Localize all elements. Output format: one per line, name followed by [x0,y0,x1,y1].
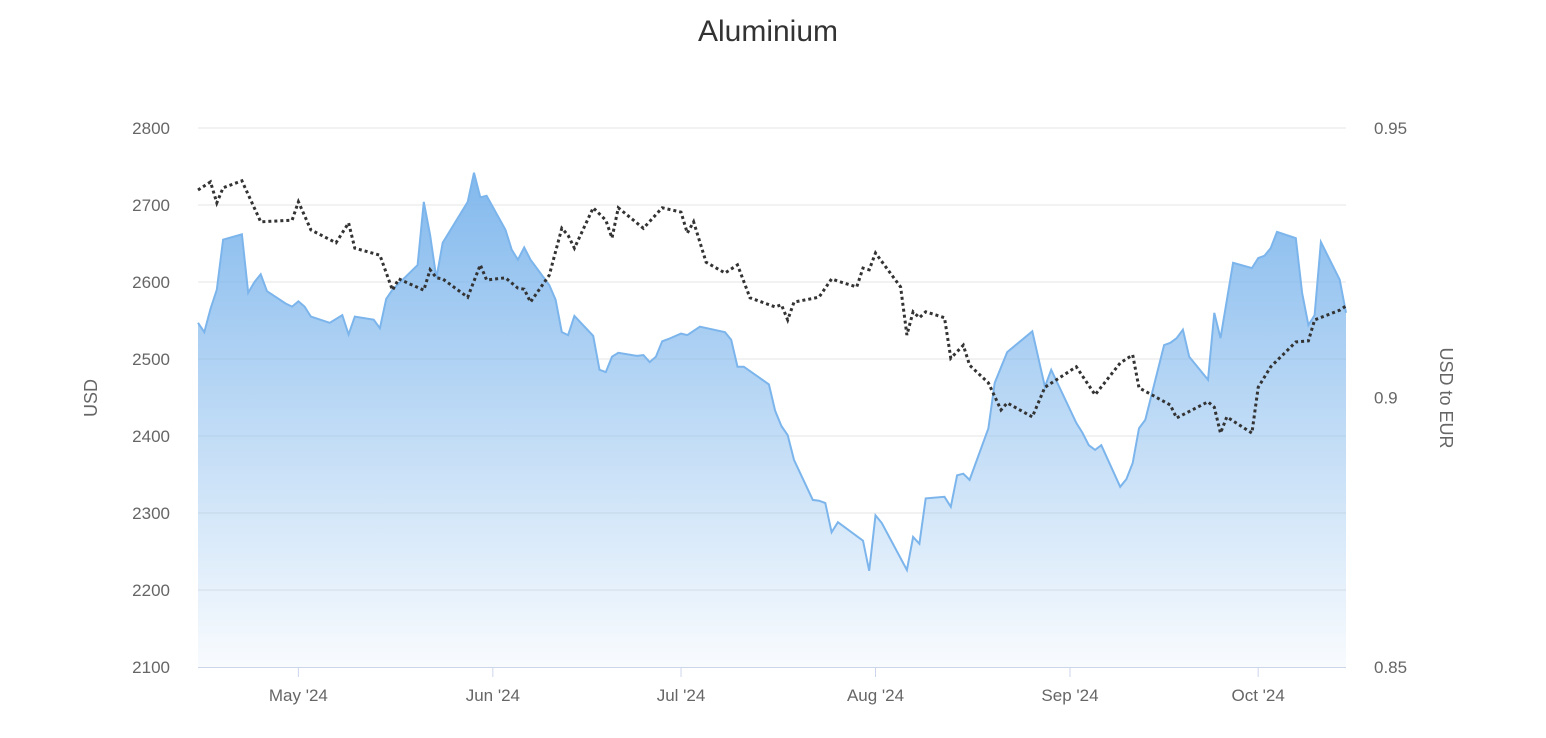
x-tick-label: Sep '24 [1041,686,1098,705]
aluminium-price-area [198,172,1346,667]
x-tick-label: Aug '24 [847,686,904,705]
left-tick-label: 2700 [132,196,170,215]
left-tick-label: 2100 [132,658,170,677]
aluminium-price-line [197,172,1347,573]
left-tick-label: 2400 [132,427,170,446]
x-tick-label: Oct '24 [1232,686,1285,705]
plot-area [197,172,1347,667]
right-tick-label: 0.85 [1374,658,1407,677]
x-tick-label: Jul '24 [657,686,706,705]
right-tick-label: 0.9 [1374,389,1398,408]
left-tick-label: 2800 [132,119,170,138]
left-tick-label: 2600 [132,273,170,292]
x-tick-label: May '24 [269,686,328,705]
left-tick-label: 2200 [132,581,170,600]
right-axis-title: USD to EUR [1436,347,1456,448]
left-tick-label: 2300 [132,504,170,523]
chart-title: Aluminium [698,15,838,48]
left-axis-title: USD [81,379,101,417]
right-tick-label: 0.95 [1374,119,1407,138]
left-tick-label: 2500 [132,350,170,369]
x-tick-label: Jun '24 [466,686,520,705]
axes: 2100 2200 2300 2400 2500 2600 2700 2800 0.85 0.9 0… [132,119,1407,705]
